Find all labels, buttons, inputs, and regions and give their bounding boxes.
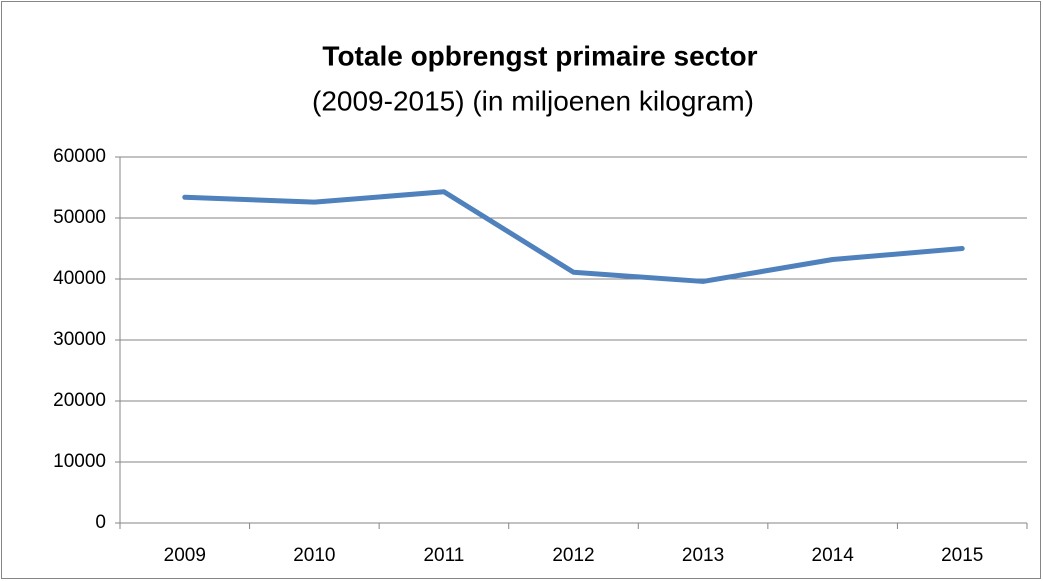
chart-subtitle: (2009-2015) (in miljoenen kilogram) [312,85,754,116]
y-tick-label: 40000 [53,268,106,289]
line-series [182,189,965,284]
x-tick-label: 2010 [293,545,335,566]
x-tick-label: 2012 [552,545,594,566]
y-tick-label: 10000 [53,451,106,472]
y-tick-label: 30000 [53,329,106,350]
y-tick-label: 0 [95,512,106,533]
x-tick-label: 2009 [164,545,206,566]
y-tick-label: 50000 [53,207,106,228]
x-tick-label: 2011 [423,545,464,566]
y-tick-label: 20000 [53,390,106,411]
x-tick-label: 2013 [682,545,724,566]
x-tick-label: 2014 [812,545,855,566]
chart-title: Totale opbrengst primaire sector [322,40,757,71]
x-tick-label: 2015 [941,545,983,566]
y-tick-label: 60000 [53,146,106,167]
